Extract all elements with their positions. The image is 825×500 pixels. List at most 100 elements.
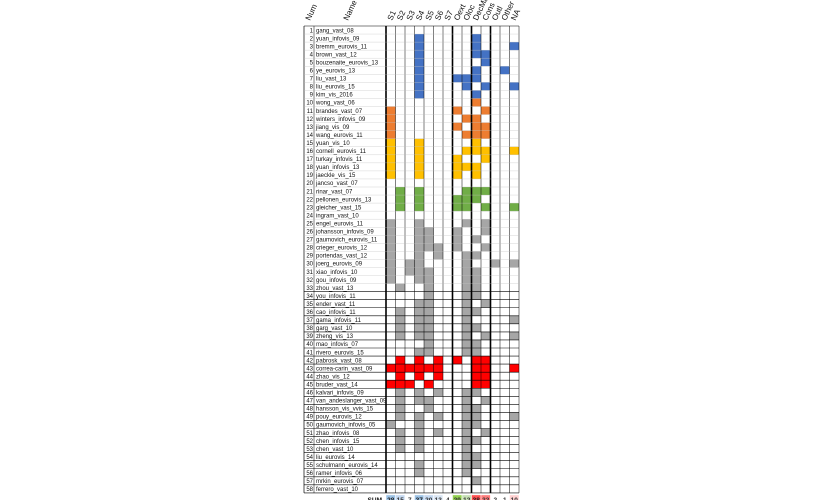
cell-r12-s1	[386, 114, 396, 123]
cell-r23-oloc	[462, 203, 472, 212]
cell-r23-na	[509, 203, 519, 212]
row-name: brown_vast_12	[316, 52, 357, 58]
cell-r30-s4	[414, 259, 424, 268]
cell-r42-s6	[433, 356, 443, 365]
cell-r37-na	[509, 315, 519, 324]
row-name: rinar_vast_07	[316, 189, 353, 195]
row-name: wong_vast_06	[315, 101, 355, 107]
cell-r49-s2	[395, 412, 405, 421]
cell-r32-oloc	[462, 275, 472, 284]
row-name: jaeckle_vis_15	[315, 173, 356, 179]
row-num: 13	[306, 125, 313, 131]
cell-r17-s1	[386, 154, 396, 163]
header-name: Name	[342, 0, 359, 22]
cell-r46-s2	[395, 388, 405, 397]
cell-r36-s5	[424, 307, 434, 316]
row-name: ramer_infovis_06	[316, 471, 363, 477]
row-num: 28	[306, 246, 313, 252]
cell-r37-s5	[424, 315, 434, 324]
cell-r35-oloc	[462, 299, 472, 308]
row-name: johansson_infovis_09	[315, 230, 374, 236]
row-name: kalvari_infovis_09	[316, 391, 364, 397]
row-num: 42	[306, 358, 313, 364]
sum-value-decmal: 38	[473, 497, 481, 500]
row-num: 38	[306, 326, 313, 332]
cell-r33-decmal	[471, 283, 481, 292]
cell-r14-decmal	[471, 130, 481, 139]
cell-r26-s5	[424, 227, 434, 236]
cell-r16-na	[509, 146, 519, 155]
cell-r53-oloc	[462, 444, 472, 453]
cell-r6-other	[500, 66, 510, 75]
row-num: 18	[306, 165, 313, 171]
cell-r4-decmal	[471, 50, 481, 59]
row-name: chen_vast_10	[316, 447, 354, 453]
cell-r22-decmal	[471, 195, 481, 204]
cell-r50-s4	[414, 420, 424, 429]
row-name: cornell_eurovis_11	[316, 149, 367, 155]
row-num: 23	[306, 205, 313, 211]
cell-r7-oext	[452, 74, 462, 83]
cell-r42-decmal	[471, 356, 481, 365]
cell-r44-s6	[433, 372, 443, 381]
row-name: jancso_vast_07	[315, 181, 358, 187]
header-num: Num	[304, 2, 319, 21]
row-num: 7	[310, 77, 314, 83]
cell-r38-s4	[414, 323, 424, 332]
cell-r27-s1	[386, 235, 396, 244]
row-num: 24	[306, 213, 313, 219]
row-name: ye_eurovis_13	[316, 69, 356, 75]
cell-r7-s4	[414, 74, 424, 83]
cell-r52-s2	[395, 436, 405, 445]
cell-r43-s2	[395, 364, 405, 373]
cell-r21-oloc	[462, 187, 472, 196]
cell-r47-cons	[481, 396, 491, 405]
cell-r16-oloc	[462, 146, 472, 155]
row-num: 15	[306, 141, 313, 147]
cell-r15-s1	[386, 138, 396, 147]
row-num: 43	[306, 366, 313, 372]
cell-r3-decmal	[471, 42, 481, 51]
cell-r5-cons	[481, 58, 491, 67]
column-header-s2: S2	[395, 9, 408, 22]
cell-r3-s4	[414, 42, 424, 51]
cell-r30-outl	[490, 259, 500, 268]
cell-r18-s1	[386, 162, 396, 171]
sum-cell-na	[509, 494, 520, 500]
cell-r19-s1	[386, 170, 396, 179]
cell-r32-s5	[424, 275, 434, 284]
cell-r55-s4	[414, 460, 424, 469]
cell-r26-oext	[452, 227, 462, 236]
cell-r25-s1	[386, 219, 396, 228]
cell-r51-s4	[414, 428, 424, 437]
row-name: yuan_infovis_13	[316, 165, 360, 171]
cell-r32-decmal	[471, 275, 481, 284]
cell-r52-oloc	[462, 436, 472, 445]
row-num: 27	[306, 238, 313, 244]
column-header-s3: S3	[405, 9, 418, 22]
cell-r31-decmal	[471, 267, 481, 276]
cell-r23-cons	[481, 203, 491, 212]
cell-r23-s4	[414, 203, 424, 212]
row-name: engel_eurovis_11	[316, 221, 364, 227]
cell-r9-decmal	[471, 90, 481, 99]
row-num: 34	[306, 294, 313, 300]
cell-r45-cons	[481, 380, 491, 389]
row-name: jiang_vis_09	[315, 125, 350, 131]
cell-r47-s4	[414, 396, 424, 405]
cell-r41-s4	[414, 348, 424, 357]
cell-r55-oloc	[462, 460, 472, 469]
row-num: 25	[306, 221, 313, 227]
row-num: 9	[310, 93, 314, 99]
cell-r43-decmal	[471, 364, 481, 373]
cell-r49-s4	[414, 412, 424, 421]
cell-r55-decmal	[471, 460, 481, 469]
row-name: bruder_vast_14	[316, 382, 358, 388]
row-name: pouy_eurovis_12	[316, 415, 362, 421]
cell-r29-decmal	[471, 251, 481, 260]
row-name: zheng_vis_13	[316, 334, 354, 340]
column-header-s7: S7	[443, 9, 456, 22]
row-num: 56	[306, 471, 313, 477]
cell-r37-s4	[414, 315, 424, 324]
row-num: 2	[310, 36, 314, 42]
